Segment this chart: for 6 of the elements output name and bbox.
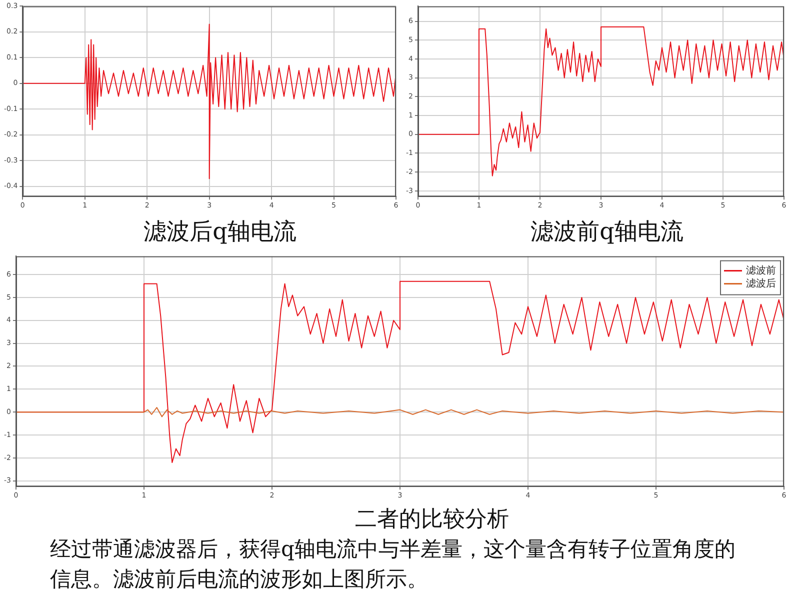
text: 经过带通滤波器后，获得q轴电流中与半差量，这个量含有转子位置角度的信息。滤波前后电流的波形如上图所示。 (50, 536, 736, 593)
text: 二者的比较分析 (354, 506, 510, 534)
legend-label: 滤波后 (746, 277, 776, 290)
text: 滤波后q轴电流 (142, 218, 298, 247)
text: 滤波前q轴电流 (530, 218, 684, 247)
legend-label: 滤波前 (746, 264, 776, 276)
